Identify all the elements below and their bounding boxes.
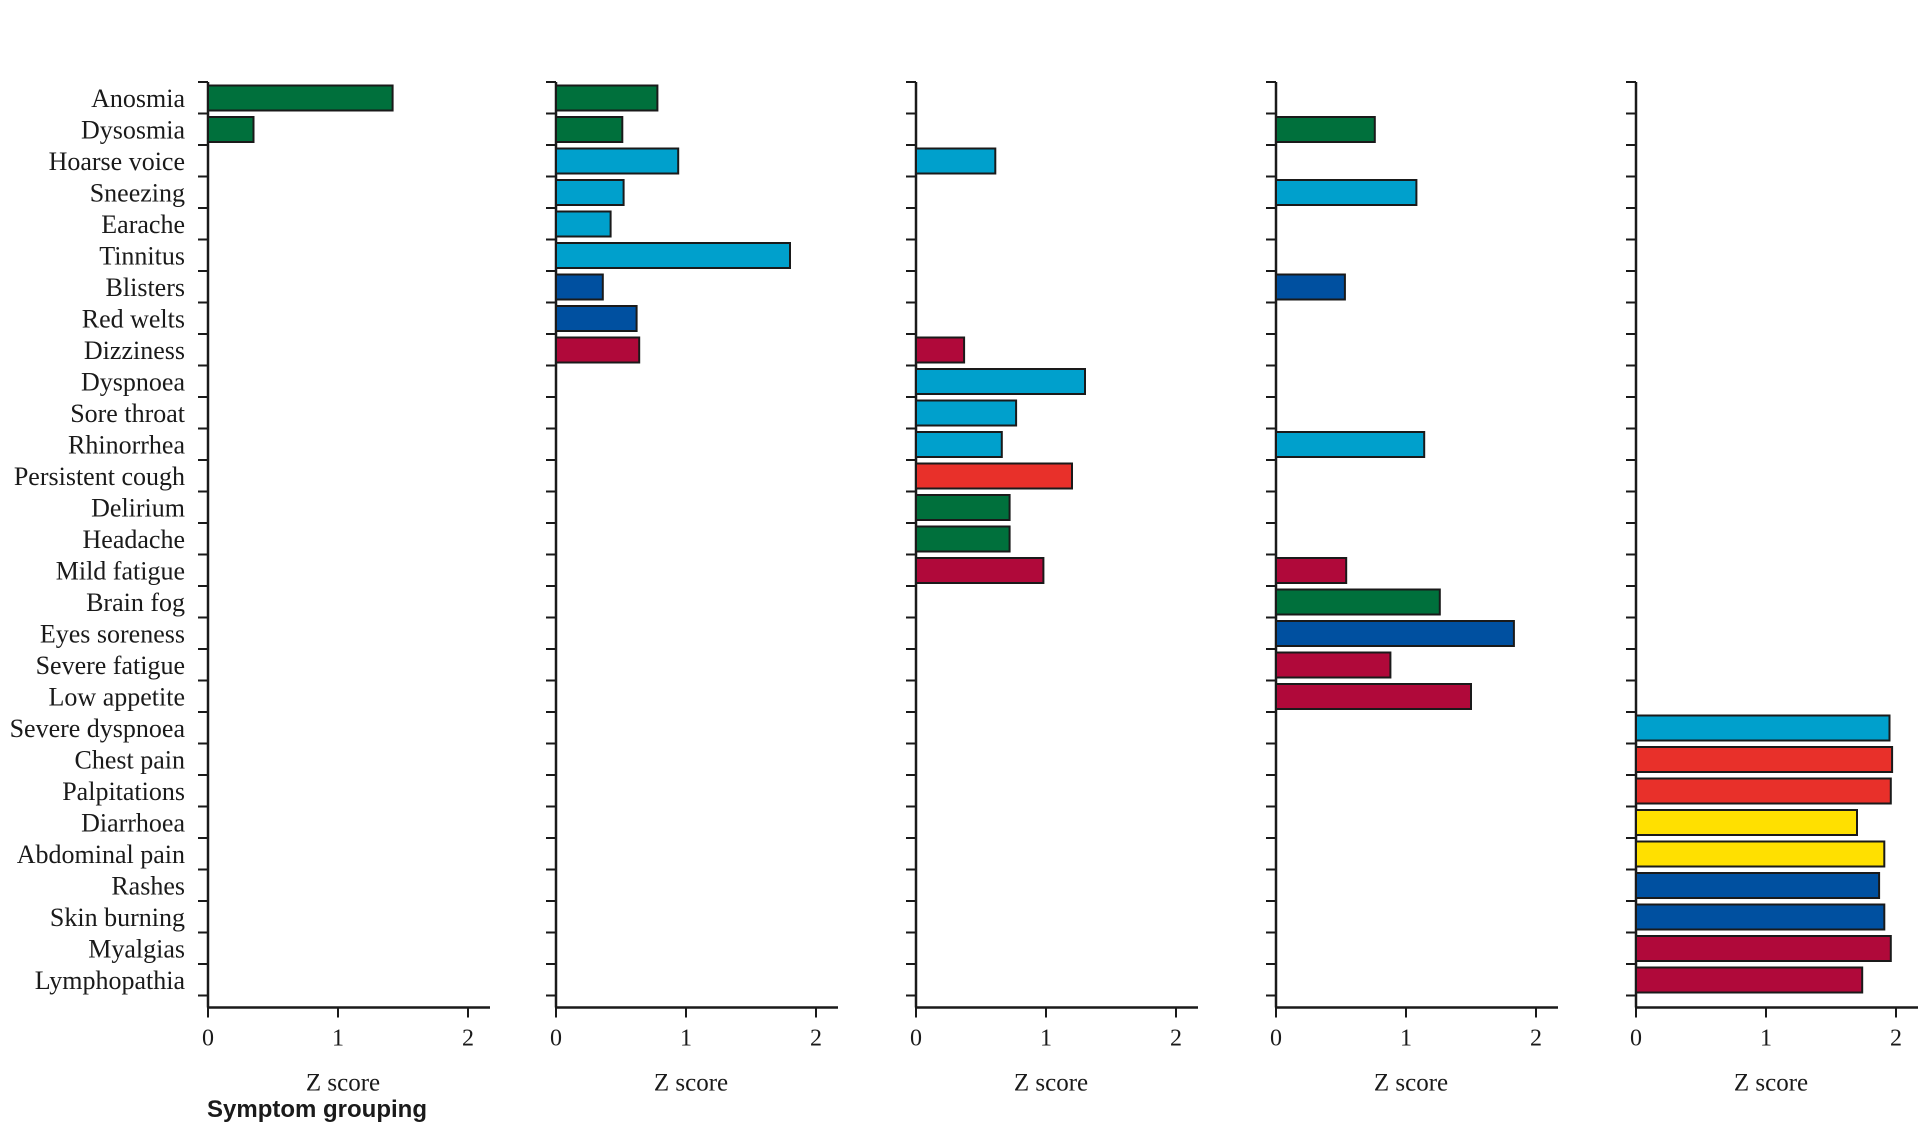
x-tick-label-2: 2 (462, 1026, 474, 1052)
bar-diarrhoea (1635, 809, 1858, 836)
symptom-label-abdominal-pain: Abdominal pain (17, 840, 185, 869)
symptom-label-lymphopathia: Lymphopathia (35, 966, 186, 995)
symptom-label-chest-pain: Chest pain (75, 746, 186, 775)
bar-severe-fatigue (1275, 651, 1392, 679)
x-axis-title: Z score (654, 1070, 728, 1097)
bar-rashes (1635, 872, 1881, 899)
chart-panels: 0 1 2 Z score 0 1 2 Z score 0 1 2 Z score 0 1 2 Z score… (198, 81, 1918, 1097)
bar-dizziness (915, 336, 966, 364)
bar-dysosmia (1275, 116, 1376, 143)
bar-dizziness (555, 336, 641, 364)
bar-lymphopathia (1635, 966, 1864, 994)
bar-sneezing (1275, 179, 1418, 206)
bar-headache (915, 525, 1011, 553)
bar-brain-fog (1275, 588, 1441, 616)
symptom-label-severe-fatigue: Severe fatigue (36, 651, 185, 680)
symptom-label-dysosmia: Dysosmia (81, 116, 185, 145)
panel-2: 0 1 2 Z score (546, 81, 838, 1097)
x-axis-title: Z score (1374, 1070, 1448, 1097)
bar-rhinorrhea (1275, 431, 1426, 458)
x-tick-label-1: 1 (680, 1026, 692, 1052)
symptom-grouping-caption: Symptom grouping (207, 1096, 427, 1122)
x-tick-label-0: 0 (1630, 1026, 1642, 1052)
x-tick-label-0: 0 (202, 1026, 214, 1052)
x-tick-label-1: 1 (1400, 1026, 1412, 1052)
bar-tinnitus (555, 242, 791, 269)
bar-mild-fatigue (1275, 557, 1348, 584)
symptom-label-diarrhoea: Diarrhoea (81, 809, 185, 838)
bar-rhinorrhea (915, 431, 1003, 458)
symptom-label-sore-throat: Sore throat (70, 399, 186, 428)
x-axis-title: Z score (1014, 1070, 1088, 1097)
panel-4: 0 1 2 Z score (1266, 81, 1558, 1097)
symptom-label-palpitations: Palpitations (62, 777, 185, 806)
symptom-label-blisters: Blisters (106, 273, 185, 302)
symptom-label-rhinorrhea: Rhinorrhea (68, 431, 185, 460)
symptom-label-earache: Earache (101, 210, 185, 239)
bar-palpitations (1635, 777, 1892, 805)
bar-sore-throat (915, 399, 1018, 427)
symptom-label-headache: Headache (83, 525, 185, 554)
x-tick-label-1: 1 (1040, 1026, 1052, 1052)
panel-1: 0 1 2 Z score (198, 81, 490, 1097)
bar-persistent-cough (915, 462, 1073, 490)
symptom-label-delirium: Delirium (91, 494, 185, 523)
symptom-label-dizziness: Dizziness (84, 336, 185, 365)
bar-mild-fatigue (915, 557, 1045, 584)
symptom-label-rashes: Rashes (111, 872, 185, 901)
symptom-label-low-appetite: Low appetite (49, 683, 185, 712)
panel-3: 0 1 2 Z score (906, 81, 1198, 1097)
symptom-label-myalgias: Myalgias (88, 935, 185, 964)
bar-myalgias (1635, 935, 1892, 962)
symptom-label-anosmia: Anosmia (91, 84, 185, 113)
symptom-label-brain-fog: Brain fog (86, 588, 185, 617)
bar-blisters (1275, 273, 1346, 301)
x-tick-label-0: 0 (550, 1026, 562, 1052)
bar-severe-dyspnoea (1635, 714, 1891, 742)
bar-eyes-soreness (1275, 620, 1515, 647)
symptom-label-persistent-cough: Persistent cough (14, 462, 185, 491)
bar-dysosmia (555, 116, 624, 143)
x-tick-label-1: 1 (332, 1026, 344, 1052)
bar-low-appetite (1275, 683, 1472, 710)
bar-blisters (555, 273, 604, 301)
symptom-label-tinnitus: Tinnitus (99, 242, 185, 271)
x-axis-title: Z score (1734, 1070, 1808, 1097)
x-axis-title: Z score (306, 1070, 380, 1097)
symptom-label-red-welts: Red welts (82, 305, 185, 334)
symptom-label-skin-burning: Skin burning (50, 903, 185, 932)
x-tick-label-2: 2 (810, 1026, 822, 1052)
symptom-label-dyspnoea: Dyspnoea (81, 368, 185, 397)
bar-hoarse-voice (915, 147, 997, 175)
x-tick-label-0: 0 (1270, 1026, 1282, 1052)
symptom-label-severe-dyspnoea: Severe dyspnoea (10, 714, 186, 743)
x-tick-label-2: 2 (1890, 1026, 1902, 1052)
symptom-label-mild-fatigue: Mild fatigue (56, 557, 185, 586)
bar-earache (555, 210, 612, 238)
bar-chest-pain (1635, 746, 1894, 773)
bar-delirium (915, 494, 1011, 521)
symptom-label-eyes-soreness: Eyes soreness (40, 620, 185, 649)
bar-abdominal-pain (1635, 840, 1886, 868)
bar-dysosmia (207, 116, 255, 143)
x-tick-label-0: 0 (910, 1026, 922, 1052)
bar-skin-burning (1635, 903, 1886, 931)
bar-anosmia (207, 84, 394, 112)
bar-anosmia (555, 84, 659, 112)
x-tick-label-2: 2 (1170, 1026, 1182, 1052)
panel-5: 0 1 2 Z score (1626, 81, 1918, 1097)
x-tick-label-2: 2 (1530, 1026, 1542, 1052)
bar-red-welts (555, 305, 638, 332)
symptom-label-hoarse-voice: Hoarse voice (49, 147, 185, 176)
bar-hoarse-voice (555, 147, 680, 175)
bar-sneezing (555, 179, 625, 206)
bar-dyspnoea (915, 368, 1086, 395)
symptom-label-sneezing: Sneezing (90, 179, 185, 208)
x-tick-label-1: 1 (1760, 1026, 1772, 1052)
